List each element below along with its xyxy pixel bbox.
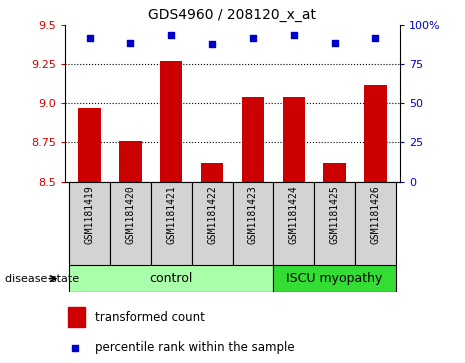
Text: transformed count: transformed count	[95, 311, 205, 324]
Point	[249, 35, 257, 41]
FancyBboxPatch shape	[273, 265, 396, 292]
Text: percentile rank within the sample: percentile rank within the sample	[95, 341, 295, 354]
Text: GSM1181425: GSM1181425	[330, 186, 339, 244]
Text: control: control	[150, 272, 193, 285]
Bar	[323, 163, 346, 182]
Text: GSM1181420: GSM1181420	[126, 186, 135, 244]
Bar	[119, 141, 142, 182]
Bar	[242, 97, 264, 182]
Bar	[201, 163, 223, 182]
Text: ISCU myopathy: ISCU myopathy	[286, 272, 383, 285]
Bar	[79, 108, 101, 182]
Point	[167, 32, 175, 38]
Text: GSM1181421: GSM1181421	[166, 186, 176, 244]
Bar	[364, 85, 386, 182]
FancyBboxPatch shape	[314, 182, 355, 265]
FancyBboxPatch shape	[110, 182, 151, 265]
Point	[208, 41, 216, 47]
Bar	[283, 97, 305, 182]
FancyBboxPatch shape	[69, 182, 110, 265]
Point	[72, 345, 79, 351]
FancyBboxPatch shape	[69, 265, 273, 292]
FancyBboxPatch shape	[151, 182, 192, 265]
FancyBboxPatch shape	[355, 182, 396, 265]
Text: GSM1181423: GSM1181423	[248, 186, 258, 244]
Point	[126, 40, 134, 45]
FancyBboxPatch shape	[273, 182, 314, 265]
Text: GSM1181424: GSM1181424	[289, 186, 299, 244]
Text: GSM1181419: GSM1181419	[85, 186, 94, 244]
FancyBboxPatch shape	[192, 182, 232, 265]
Bar	[160, 61, 182, 182]
Title: GDS4960 / 208120_x_at: GDS4960 / 208120_x_at	[148, 8, 317, 22]
Text: disease state: disease state	[5, 274, 79, 284]
Bar	[68, 307, 85, 327]
Point	[290, 32, 298, 38]
Text: GSM1181426: GSM1181426	[371, 186, 380, 244]
Point	[86, 35, 93, 41]
Point	[372, 35, 379, 41]
FancyBboxPatch shape	[232, 182, 273, 265]
Text: GSM1181422: GSM1181422	[207, 186, 217, 244]
Point	[331, 40, 339, 45]
